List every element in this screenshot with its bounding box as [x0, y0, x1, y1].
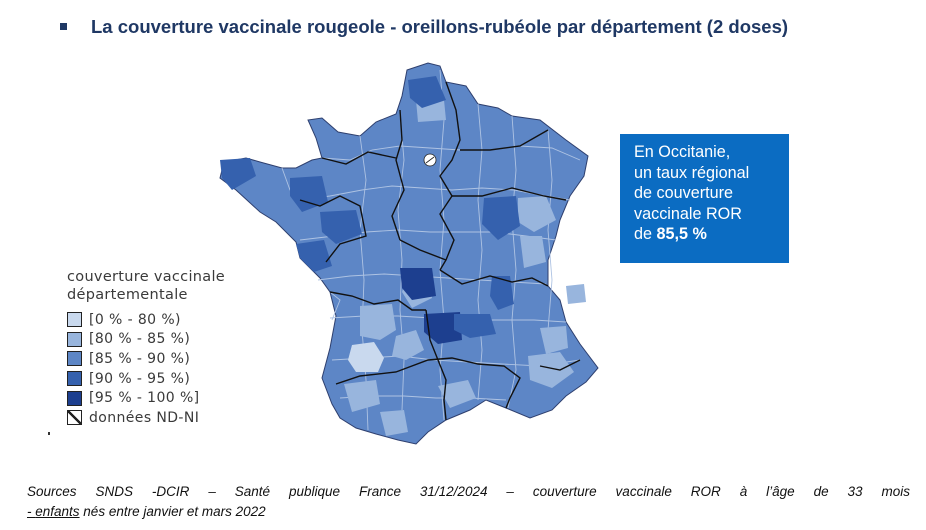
callout-line-2: un taux régional	[634, 163, 750, 182]
callout-rate-value: 85,5 %	[656, 225, 707, 244]
paris-area	[423, 153, 437, 167]
legend-item: [80 % - 85 %)	[67, 330, 225, 350]
high-coverage-departments	[220, 76, 520, 344]
legend-swatch-icon	[67, 390, 82, 406]
title-bullet-icon	[60, 22, 67, 30]
sources-line-1: Sources SNDS -DCIR – Santé publique Fran…	[27, 484, 910, 499]
sources-underlined-word: enfants	[35, 503, 80, 519]
legend-item: [85 % - 90 %)	[67, 349, 225, 369]
sources-dash: -	[27, 503, 36, 519]
legend-title-line-2: départementale	[67, 287, 188, 303]
legend-items: [0 % - 80 %) [80 % - 85 %) [85 % - 90 %) [9…	[67, 310, 225, 428]
legend-item-label: [95 % - 100 %]	[89, 390, 200, 407]
map-legend: couverture vaccinale départementale [0 %…	[67, 268, 225, 428]
sources-suffix: nés entre janvier et mars 2022	[79, 503, 266, 519]
legend-item: [0 % - 80 %)	[67, 310, 225, 330]
legend-swatch-icon	[67, 371, 82, 387]
france-mainland	[219, 62, 599, 445]
legend-item: [90 % - 95 %)	[67, 369, 225, 389]
occitanie-callout-box: En Occitanie, un taux régional de couver…	[620, 134, 789, 263]
legend-item: données ND-NI	[67, 408, 225, 428]
sources-note: Sources SNDS -DCIR – Santé publique Fran…	[27, 482, 910, 521]
callout-line-3: de couverture	[634, 184, 733, 203]
legend-item-label: [80 % - 85 %)	[89, 331, 191, 348]
legend-item-label: données ND-NI	[89, 409, 200, 426]
sources-line-2: - enfants nés entre janvier et mars 2022	[27, 502, 910, 522]
stray-dot	[48, 432, 50, 435]
slide-title: La couverture vaccinale rougeole - oreil…	[60, 16, 910, 38]
legend-swatch-icon	[67, 312, 82, 328]
callout-line-5: de 85,5 %	[634, 224, 779, 245]
region-borders	[299, 81, 581, 421]
legend-item-label: [0 % - 80 %)	[89, 311, 181, 328]
legend-swatch-icon	[67, 410, 82, 426]
legend-title-line-1: couverture vaccinale	[67, 269, 226, 285]
legend-item: [95 % - 100 %]	[67, 388, 225, 408]
legend-swatch-icon	[67, 351, 82, 367]
callout-line-1: En Occitanie,	[634, 143, 731, 161]
legend-swatch-icon	[67, 331, 82, 347]
callout-prefix: de	[634, 225, 657, 244]
legend-item-label: [85 % - 90 %)	[89, 350, 191, 367]
legend-item-label: [90 % - 95 %)	[89, 370, 191, 387]
callout-line-4: vaccinale ROR	[634, 204, 742, 223]
slide-title-text: La couverture vaccinale rougeole - oreil…	[91, 16, 789, 37]
